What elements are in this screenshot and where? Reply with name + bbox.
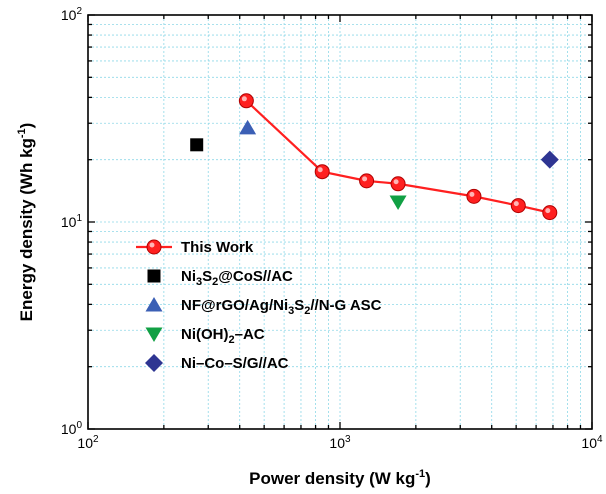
data-point-1-0: [190, 138, 204, 152]
data-point-0-3: [390, 176, 406, 192]
data-point-0-1-highlight: [317, 167, 323, 173]
data-point-0-6-shape: [542, 205, 558, 221]
data-point-0-6: [542, 205, 558, 221]
data-point-0-3-highlight: [393, 179, 399, 185]
x-tick-label: 103: [329, 434, 351, 451]
legend-label-4: Ni–Co–S/G//AC: [181, 355, 289, 372]
data-point-3-0: [389, 195, 407, 210]
data-point-0-0: [238, 93, 254, 109]
legend-label-1: Ni3S2@CoS//AC: [181, 268, 293, 288]
data-point-0-4: [466, 188, 482, 204]
series-layer: [190, 93, 559, 221]
data-point-0-3-shape: [390, 176, 406, 192]
legend: This Work Ni3S2@CoS//AC NF@rGO/Ag/Ni3S2//N…: [136, 239, 382, 372]
data-point-3-0-shape: [389, 195, 407, 210]
legend-marker-1-shape: [147, 269, 161, 283]
data-point-0-4-shape: [466, 188, 482, 204]
data-point-4-0: [540, 150, 559, 169]
data-point-0-1-shape: [314, 164, 330, 180]
data-point-0-2-shape: [359, 173, 375, 189]
grid: [88, 15, 592, 429]
legend-marker-3: [145, 327, 163, 342]
data-point-0-0-highlight: [241, 96, 247, 102]
legend-marker-2: [145, 297, 163, 312]
data-point-0-5-shape: [510, 198, 526, 214]
data-point-0-2-highlight: [362, 176, 368, 182]
y-tick-label: 100: [61, 420, 83, 437]
x-axis-title: Power density (W kg-1): [249, 468, 431, 488]
data-point-0-5: [510, 198, 526, 214]
data-point-0-4-highlight: [469, 191, 475, 197]
x-tick-label: 104: [581, 434, 603, 451]
data-point-0-0-shape: [238, 93, 254, 109]
legend-item-2: NF@rGO/Ag/Ni3S2//N-G ASC: [145, 297, 382, 317]
data-point-2-0: [239, 119, 257, 135]
legend-marker-3-shape: [145, 327, 163, 342]
y-tick-label: 102: [61, 6, 83, 23]
data-point-0-6-highlight: [545, 208, 551, 214]
legend-label-2: NF@rGO/Ag/Ni3S2//N-G ASC: [181, 297, 382, 317]
legend-marker-2-shape: [145, 297, 163, 312]
legend-item-4: Ni–Co–S/G//AC: [145, 354, 289, 372]
tick-labels: 102 103 104 100 101 102: [61, 6, 603, 451]
legend-marker-4: [145, 354, 163, 372]
y-axis-title: Energy density (Wh kg-1): [16, 123, 36, 322]
data-point-0-2: [359, 173, 375, 189]
data-point-1-0-shape: [190, 138, 204, 152]
legend-marker-0-highlight: [149, 242, 155, 248]
legend-marker-0: [146, 239, 162, 255]
data-point-0-5-highlight: [513, 201, 519, 207]
legend-label-3: Ni(OH)2–AC: [181, 326, 265, 346]
y-tick-label: 101: [61, 213, 83, 230]
axis-ticks: [87, 14, 593, 430]
legend-marker-0-shape: [146, 239, 162, 255]
data-point-0-1: [314, 164, 330, 180]
x-tick-label: 102: [77, 434, 99, 451]
legend-marker-1: [147, 269, 161, 283]
legend-item-3: Ni(OH)2–AC: [145, 326, 265, 346]
legend-item-0: This Work: [136, 239, 254, 256]
legend-label-0: This Work: [181, 239, 254, 256]
legend-item-1: Ni3S2@CoS//AC: [147, 268, 293, 288]
data-point-2-0-shape: [239, 119, 257, 135]
data-point-4-0-shape: [540, 150, 559, 169]
legend-marker-4-shape: [145, 354, 163, 372]
